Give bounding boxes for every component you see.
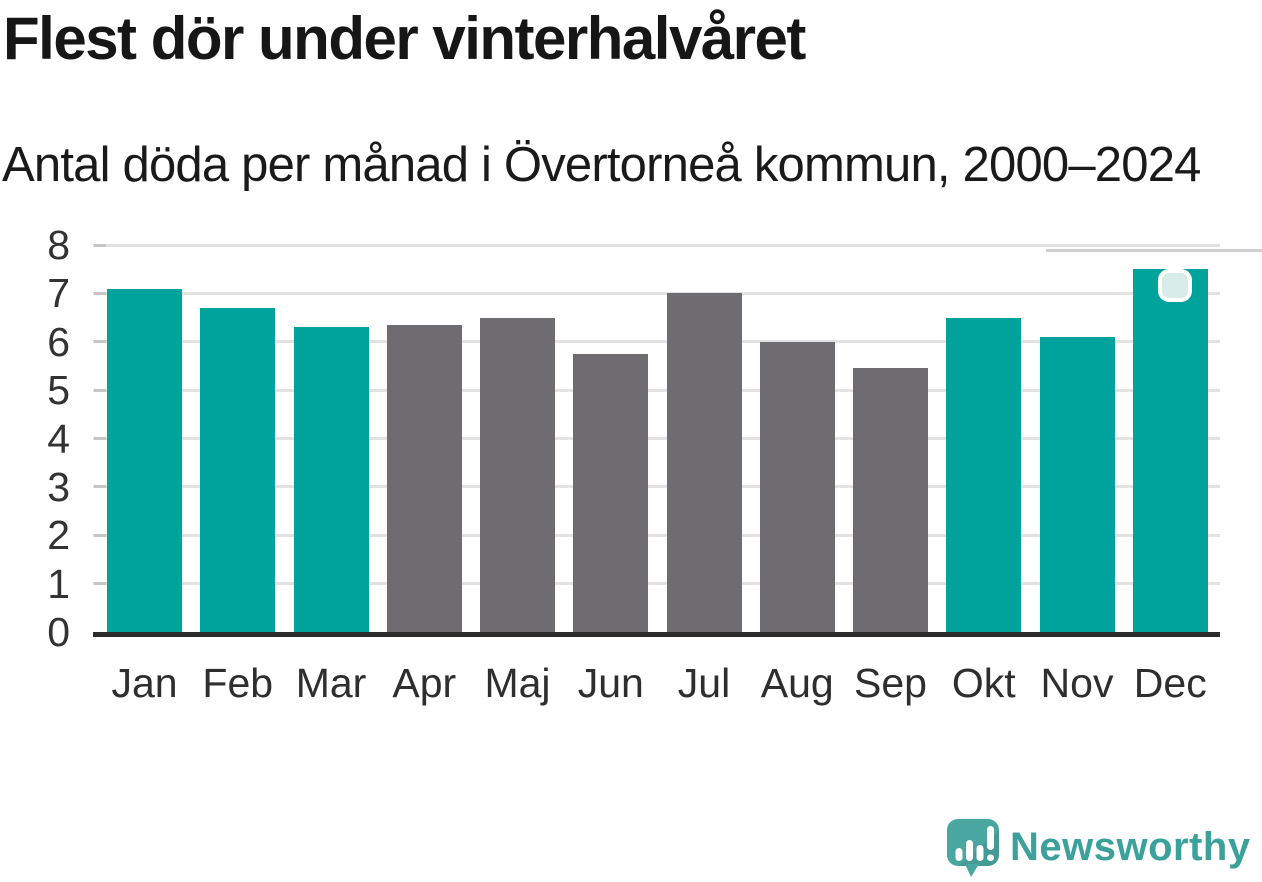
gridline-6 bbox=[93, 340, 1220, 344]
x-axis-label-sep: Sep bbox=[854, 660, 927, 706]
y-tick-6 bbox=[94, 340, 106, 344]
bar-jun bbox=[573, 353, 649, 632]
bar-maj bbox=[480, 317, 555, 632]
y-axis-label-2: 2 bbox=[47, 512, 70, 559]
gridline-2 bbox=[93, 533, 1220, 537]
bar-apr bbox=[386, 324, 462, 632]
x-axis-label-feb: Feb bbox=[202, 660, 274, 706]
x-axis-label-nov: Nov bbox=[1040, 660, 1114, 706]
y-tick-7 bbox=[94, 291, 106, 295]
bar-jul bbox=[666, 293, 742, 632]
x-axis-label-jan: Jan bbox=[111, 660, 178, 706]
highlight-marker-dec bbox=[1158, 269, 1192, 302]
y-tick-3 bbox=[94, 485, 106, 489]
x-axis-label-mar: Mar bbox=[295, 660, 367, 706]
y-axis-label-1: 1 bbox=[47, 560, 70, 607]
chart-subtitle: Antal döda per månad i Övertorneå kommun… bbox=[2, 138, 1201, 192]
y-tick-5 bbox=[94, 388, 106, 392]
x-axis-label-okt: Okt bbox=[951, 660, 1016, 706]
y-axis-label-6: 6 bbox=[47, 318, 70, 365]
bar-dec bbox=[1132, 269, 1208, 632]
y-axis-label-5: 5 bbox=[47, 367, 70, 414]
bar-sep bbox=[853, 368, 928, 632]
bar-jan bbox=[107, 288, 182, 632]
y-tick-2 bbox=[94, 533, 106, 537]
newsworthy-bubble-chart-icon bbox=[947, 819, 999, 882]
y-axis-label-4: 4 bbox=[47, 415, 70, 462]
y-axis-label-7: 7 bbox=[47, 270, 70, 317]
chart-title: Flest dör under vinterhalvåret bbox=[3, 5, 806, 72]
x-axis-line bbox=[93, 632, 1220, 637]
bar-mar bbox=[293, 327, 369, 632]
y-tick-1 bbox=[94, 582, 106, 586]
y-tick-8 bbox=[94, 243, 106, 247]
gridline-1 bbox=[93, 582, 1220, 586]
gridline-5 bbox=[93, 388, 1220, 392]
bar-nov bbox=[1039, 336, 1115, 632]
y-axis-label-8: 8 bbox=[47, 222, 70, 268]
x-axis-label-jun: Jun bbox=[577, 660, 644, 706]
x-axis-label-jul: Jul bbox=[677, 660, 731, 706]
x-axis-label-maj: Maj bbox=[484, 660, 551, 706]
y-axis-label-3: 3 bbox=[47, 463, 70, 510]
gridline-4 bbox=[93, 437, 1220, 440]
gridline-3 bbox=[93, 485, 1220, 489]
y-axis-label-0: 0 bbox=[47, 609, 70, 655]
horizontal-rule-fragment bbox=[1046, 249, 1262, 252]
bar-okt bbox=[946, 317, 1022, 632]
x-axis-label-aug: Aug bbox=[760, 660, 834, 706]
gridline-7 bbox=[93, 291, 1220, 295]
x-axis-label-apr: Apr bbox=[392, 660, 457, 706]
newsworthy-wordmark: Newsworthy bbox=[1010, 825, 1251, 869]
gridline-8 bbox=[93, 243, 1220, 247]
y-tick-4 bbox=[94, 437, 106, 440]
bar-aug bbox=[759, 341, 835, 632]
x-axis-label-dec: Dec bbox=[1133, 660, 1207, 706]
bar-feb bbox=[200, 307, 276, 632]
